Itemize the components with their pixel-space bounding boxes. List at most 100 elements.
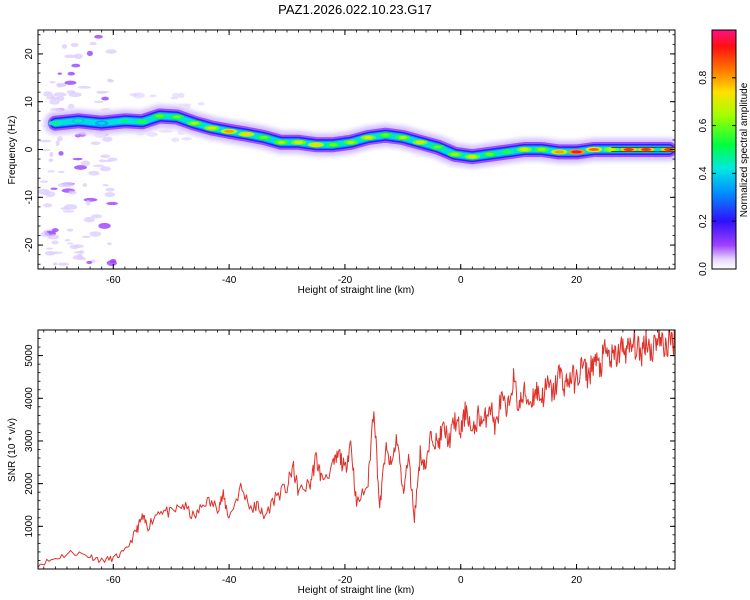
colorbar: 0.0 0.2 0.4 0.6 0.8 Normalized spectral ampl… <box>698 29 750 276</box>
halo-blob <box>72 157 83 161</box>
ridge-core <box>329 143 338 147</box>
halo-blob <box>38 188 51 195</box>
spectral-ridge <box>42 103 675 170</box>
halo-blob <box>77 85 91 89</box>
spectrogram-xtick-label: 0 <box>458 275 464 286</box>
halo-blob <box>94 34 103 39</box>
halo-blob <box>50 187 58 190</box>
halo-blob <box>105 49 117 54</box>
halo-blob <box>67 71 75 76</box>
halo-blob <box>68 190 77 195</box>
halo-blob <box>47 170 56 173</box>
spectrogram-panel: -60 -40 -20 0 20 -20 -10 0 10 20 Height of straig… <box>7 29 676 296</box>
snr-ytick-label: 4000 <box>24 387 35 410</box>
halo-blob <box>83 197 98 202</box>
ridge-core <box>207 126 217 130</box>
ridge-edge <box>611 147 675 152</box>
halo-blob <box>82 183 88 187</box>
halo-blob <box>104 192 116 197</box>
ridge-core <box>293 140 304 144</box>
colorbar-tick-label: 0.8 <box>698 70 709 84</box>
halo-blob <box>40 231 50 237</box>
halo-blob <box>172 93 180 99</box>
halo-blob <box>58 151 64 156</box>
spectrogram-ytick-label: 10 <box>24 96 35 108</box>
ridge-core <box>467 155 477 159</box>
halo-blob <box>100 154 111 159</box>
halo-blob <box>39 139 52 143</box>
halo-blob <box>158 129 173 133</box>
figure-title: PAZ1.2026.022.10.23.G17 <box>278 2 432 17</box>
spectrogram-xlabel: Height of straight line (km) <box>298 285 415 296</box>
colorbar-ticks: 0.0 0.2 0.4 0.6 0.8 <box>698 70 736 276</box>
ridge-core <box>241 132 252 136</box>
snr-xtick-label: -40 <box>222 575 237 586</box>
halo-blob <box>46 247 54 250</box>
halo-blob <box>98 222 111 229</box>
ridge-core <box>172 115 182 119</box>
spectrogram-ytick-label: 20 <box>24 48 35 60</box>
spectrogram-xtick-label: -40 <box>222 275 237 286</box>
snr-background <box>38 330 675 569</box>
halo-blob <box>66 228 74 232</box>
halo-blob <box>51 228 59 233</box>
halo-blob <box>57 170 65 174</box>
halo-blob <box>101 96 109 101</box>
halo-blob <box>90 141 101 146</box>
snr-xtick-label: -20 <box>338 575 353 586</box>
ridge-core <box>224 129 235 133</box>
snr-xtick-label: 0 <box>458 575 464 586</box>
halo-blob <box>44 250 56 256</box>
halo-blob <box>102 184 109 187</box>
colorbar-tick-label: 0.6 <box>698 118 709 132</box>
halo-blob <box>55 140 60 147</box>
halo-blob <box>197 102 205 106</box>
colorbar-gradient <box>711 29 737 270</box>
halo-blob <box>86 50 93 56</box>
ridge-core <box>450 152 460 156</box>
halo-blob <box>62 182 75 187</box>
halo-blob <box>56 95 65 102</box>
snr-ytick-label: 1000 <box>24 515 35 538</box>
halo-blob <box>181 137 192 141</box>
spectrogram-xtick-label: -60 <box>106 275 121 286</box>
halo-blob <box>73 165 87 170</box>
halo-blob <box>107 79 115 83</box>
spectrogram-ylabel: Frequency (Hz) <box>7 116 18 185</box>
snr-panel: -60 -40 -20 0 20 1000 2000 3000 4000 5000 Height … <box>7 329 676 596</box>
halo-blob <box>57 136 63 142</box>
colorbar-tick-label: 0.2 <box>698 214 709 228</box>
ridge-core <box>311 143 321 147</box>
snr-series-line <box>38 330 675 568</box>
ridge-core <box>98 121 106 125</box>
spectrogram-ytick-label: -10 <box>24 190 35 205</box>
halo-blob <box>171 137 180 143</box>
halo-blob <box>106 201 119 206</box>
ridge-core <box>138 120 147 124</box>
snr-xtick-label: -60 <box>106 575 121 586</box>
halo-blob <box>89 231 102 237</box>
halo-blob <box>41 149 51 152</box>
ridge-core <box>433 145 442 149</box>
halo-blob <box>49 152 54 158</box>
halo-blob <box>70 42 79 48</box>
ridge-core <box>519 148 530 151</box>
ridge-core <box>485 152 494 156</box>
halo-blob <box>85 199 91 206</box>
halo-blob <box>106 260 118 266</box>
halo-blob <box>103 159 113 163</box>
halo-blob <box>91 214 103 219</box>
halo-blob <box>64 239 71 242</box>
ridge-core <box>259 136 269 140</box>
halo-blob <box>62 210 75 213</box>
snr-ticks: -60 -40 -20 0 20 1000 2000 3000 4000 5000 <box>24 329 675 586</box>
halo-blob <box>93 100 104 104</box>
ridge-core <box>623 148 634 151</box>
ridge-core <box>415 140 425 144</box>
halo-blob <box>89 41 97 46</box>
colorbar-label: Normalized spectral amplitude <box>739 82 750 217</box>
ridge-core <box>155 114 164 118</box>
halo-blob <box>98 159 106 163</box>
halo-blob <box>47 234 60 240</box>
